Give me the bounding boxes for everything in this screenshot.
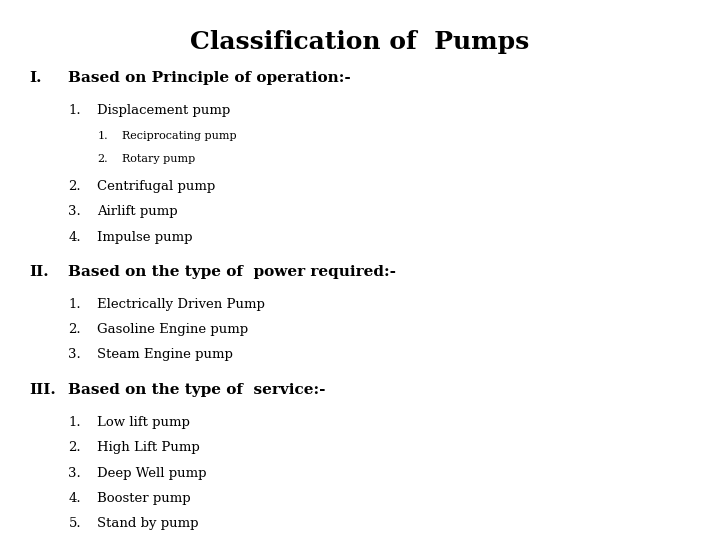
Text: Centrifugal pump: Centrifugal pump	[97, 180, 215, 193]
Text: High Lift Pump: High Lift Pump	[97, 441, 200, 454]
Text: Stand by pump: Stand by pump	[97, 517, 199, 530]
Text: Booster pump: Booster pump	[97, 492, 191, 505]
Text: Electrically Driven Pump: Electrically Driven Pump	[97, 298, 265, 310]
Text: Deep Well pump: Deep Well pump	[97, 467, 207, 480]
Text: II.: II.	[29, 265, 48, 279]
Text: 1.: 1.	[97, 131, 108, 141]
Text: I.: I.	[29, 71, 41, 85]
Text: 4.: 4.	[68, 492, 81, 505]
Text: Based on Principle of operation:-: Based on Principle of operation:-	[68, 71, 351, 85]
Text: Impulse pump: Impulse pump	[97, 231, 193, 244]
Text: 3.: 3.	[68, 467, 81, 480]
Text: Based on the type of  service:-: Based on the type of service:-	[68, 383, 326, 397]
Text: Gasoline Engine pump: Gasoline Engine pump	[97, 323, 248, 336]
Text: 1.: 1.	[68, 416, 81, 429]
Text: Steam Engine pump: Steam Engine pump	[97, 348, 233, 361]
Text: Low lift pump: Low lift pump	[97, 416, 190, 429]
Text: III.: III.	[29, 383, 55, 397]
Text: 2.: 2.	[97, 154, 108, 164]
Text: Based on the type of  power required:-: Based on the type of power required:-	[68, 265, 397, 279]
Text: 4.: 4.	[68, 231, 81, 244]
Text: Airlift pump: Airlift pump	[97, 205, 178, 218]
Text: Displacement pump: Displacement pump	[97, 104, 230, 117]
Text: 2.: 2.	[68, 323, 81, 336]
Text: 3.: 3.	[68, 205, 81, 218]
Text: Classification of  Pumps: Classification of Pumps	[190, 30, 530, 53]
Text: 1.: 1.	[68, 104, 81, 117]
Text: 3.: 3.	[68, 348, 81, 361]
Text: 5.: 5.	[68, 517, 81, 530]
Text: 2.: 2.	[68, 441, 81, 454]
Text: 2.: 2.	[68, 180, 81, 193]
Text: Rotary pump: Rotary pump	[122, 154, 196, 164]
Text: 1.: 1.	[68, 298, 81, 310]
Text: Reciprocating pump: Reciprocating pump	[122, 131, 237, 141]
